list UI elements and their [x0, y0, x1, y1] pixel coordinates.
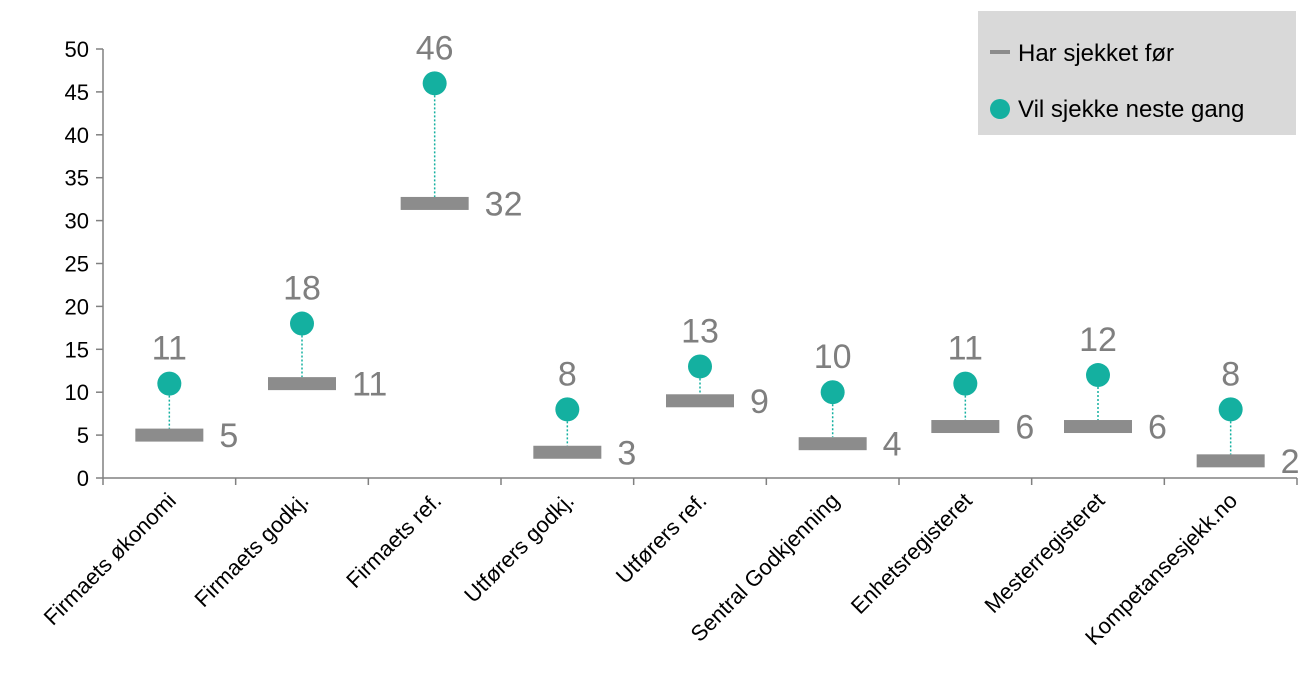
- data-label-vil-sjekke: 18: [283, 270, 321, 308]
- dot-marker-vil-sjekke: [953, 371, 978, 396]
- bar-marker-har-sjekket-for: [400, 196, 469, 210]
- bar-marker-har-sjekket-for: [1064, 420, 1132, 434]
- legend-label-har-sjekket-for: Har sjekket før: [1018, 40, 1174, 67]
- dot-marker-vil-sjekke: [157, 371, 182, 396]
- legend-bar-swatch: [990, 50, 1010, 54]
- bar-marker-har-sjekket-for: [533, 445, 602, 459]
- y-tick-label: 50: [65, 37, 89, 62]
- y-tick-label: 10: [65, 380, 89, 405]
- dot-marker-vil-sjekke: [290, 311, 314, 336]
- bar-marker-har-sjekket-for: [666, 394, 734, 408]
- data-label-vil-sjekke: 8: [1221, 355, 1240, 393]
- data-label-vil-sjekke: 8: [558, 355, 577, 393]
- legend-dot-swatch: [990, 99, 1010, 119]
- legend-label-vil-sjekke: Vil sjekke neste gang: [1018, 96, 1244, 123]
- data-label-har-sjekket-for: 6: [1015, 409, 1034, 447]
- data-label-vil-sjekke: 10: [814, 338, 852, 376]
- data-label-har-sjekket-for: 5: [219, 417, 238, 455]
- data-label-har-sjekket-for: 4: [883, 426, 902, 464]
- y-tick-label: 30: [65, 209, 89, 234]
- dot-marker-vil-sjekke: [1218, 397, 1243, 422]
- data-label-vil-sjekke: 11: [152, 330, 187, 368]
- y-tick-label: 5: [77, 423, 89, 448]
- y-tick-label: 0: [77, 466, 89, 491]
- y-tick-label: 35: [65, 166, 89, 191]
- data-label-har-sjekket-for: 9: [750, 383, 769, 421]
- bar-marker-har-sjekket-for: [798, 437, 867, 451]
- bar-marker-har-sjekket-for: [1196, 454, 1265, 468]
- y-tick-label: 20: [65, 294, 89, 319]
- dot-marker-vil-sjekke: [820, 380, 845, 405]
- data-label-vil-sjekke: 13: [681, 312, 719, 350]
- data-label-har-sjekket-for: 11: [352, 366, 387, 404]
- legend: Har sjekket før Vil sjekke neste gang: [978, 11, 1296, 135]
- data-label-har-sjekket-for: 6: [1148, 409, 1167, 447]
- bar-marker-har-sjekket-for: [268, 377, 336, 391]
- dot-marker-vil-sjekke: [688, 354, 712, 379]
- bar-marker-har-sjekket-for: [931, 420, 1000, 434]
- data-label-har-sjekket-for: 32: [485, 185, 523, 223]
- data-label-har-sjekket-for: 3: [617, 434, 636, 472]
- data-label-vil-sjekke: 12: [1079, 321, 1117, 359]
- marks: 5 11 11 18 32 46 3 8 9 13 4 10 6 11 6 12 2 8: [135, 29, 1300, 481]
- bar-marker-har-sjekket-for: [135, 428, 204, 442]
- data-label-vil-sjekke: 11: [948, 330, 983, 368]
- dot-marker-vil-sjekke: [422, 71, 447, 96]
- y-tick-label: 15: [65, 337, 89, 362]
- data-label-vil-sjekke: 46: [416, 29, 454, 67]
- dot-marker-vil-sjekke: [555, 397, 580, 422]
- legend-box: [978, 11, 1296, 135]
- dot-marker-vil-sjekke: [1086, 363, 1110, 388]
- y-tick-label: 40: [65, 123, 89, 148]
- data-label-har-sjekket-for: 2: [1281, 443, 1300, 481]
- y-tick-label: 25: [65, 252, 89, 277]
- y-tick-label: 45: [65, 80, 89, 105]
